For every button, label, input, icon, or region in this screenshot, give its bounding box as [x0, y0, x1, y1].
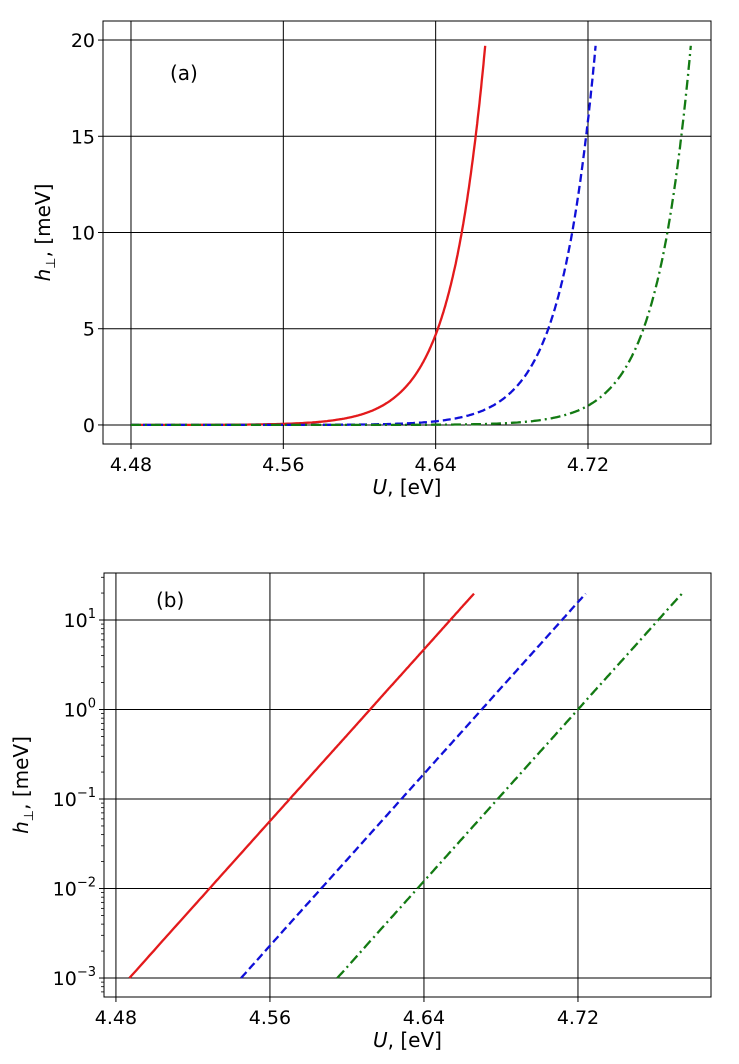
x-axis-label: U, [eV] [373, 1028, 442, 1052]
x-tick-label: 4.48 [95, 1007, 137, 1029]
x-tick-label: 4.56 [249, 1007, 291, 1029]
y-tick-label: 10 [71, 223, 95, 245]
y-tick-label: 100 [64, 696, 96, 721]
y-tick-label: 101 [64, 607, 96, 632]
panel-label: (b) [156, 588, 184, 612]
series-line-green-dashdot [131, 45, 692, 427]
y-tick-label: 20 [71, 30, 95, 52]
y-tick-label: 10−2 [53, 876, 96, 901]
series-line-red-solid [131, 45, 487, 427]
series-line-blue-dashed [240, 592, 587, 979]
panel-label: (a) [170, 61, 198, 85]
series-line-green-dashdot [336, 592, 683, 979]
y-tick-label: 10−1 [53, 786, 96, 811]
x-tick-label: 4.56 [262, 454, 304, 476]
x-tick-label: 4.72 [557, 1007, 599, 1029]
y-tick-label: 10−3 [53, 965, 96, 990]
x-tick-label: 4.64 [403, 1007, 445, 1029]
axes-frame [103, 572, 712, 998]
x-tick-label: 4.48 [110, 454, 152, 476]
y-axis-label: h⊥, [meV] [9, 736, 37, 834]
panel-b-log: 4.48 4.56 4.64 4.72 10−3 10−2 10−1 100 101 (b) U, … [9, 572, 712, 1052]
y-tick-label: 5 [83, 319, 95, 341]
series-line-red-solid [128, 592, 475, 979]
y-tick-label: 15 [71, 126, 95, 148]
y-tick-label: 0 [83, 415, 95, 437]
x-tick-label: 4.72 [567, 454, 609, 476]
x-axis-label: U, [eV] [373, 475, 442, 499]
x-tick-label: 4.64 [415, 454, 457, 476]
y-axis-label: h⊥, [meV] [31, 184, 59, 282]
series-line-blue-dashed [131, 45, 597, 427]
axes-frame [102, 20, 712, 445]
panel-a-linear: 4.48 4.56 4.64 4.72 0 5 10 15 20 (a) U, [eV] h⊥, [m… [31, 20, 712, 499]
